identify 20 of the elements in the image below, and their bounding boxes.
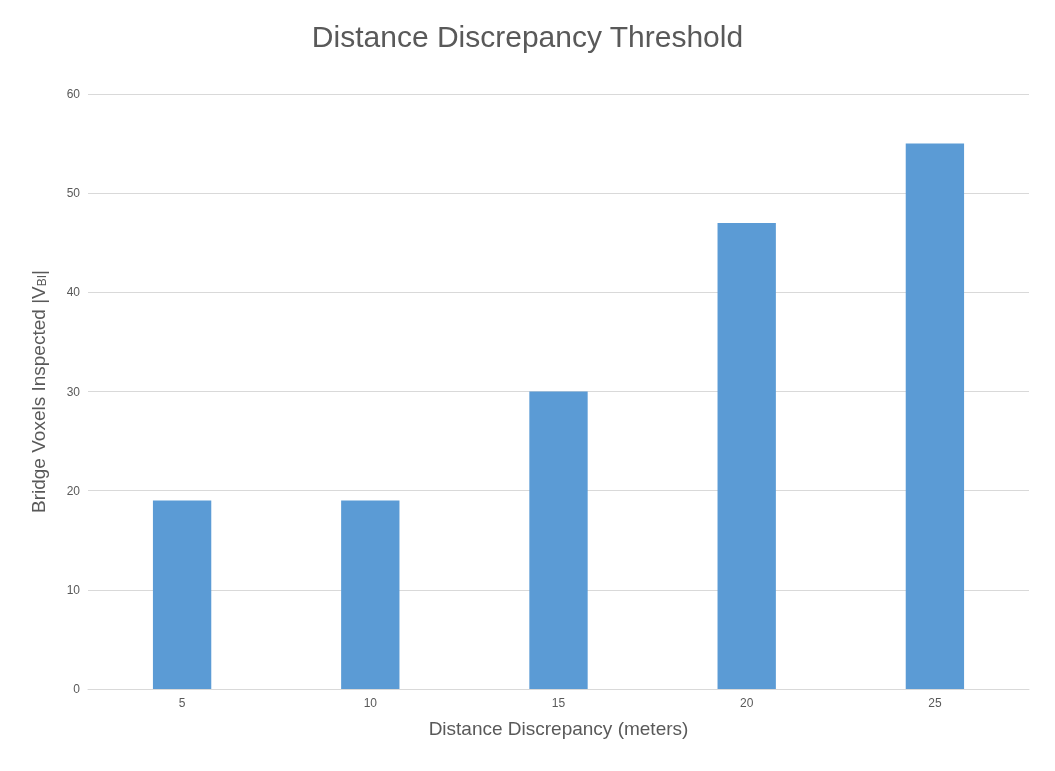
bar [152, 500, 212, 689]
y-tick-label: 20 [66, 483, 81, 498]
bar [717, 222, 776, 689]
y-tick-label: 0 [73, 682, 81, 696]
x-tick-label: 10 [363, 696, 378, 710]
y-tick-label: 10 [66, 582, 81, 597]
x-tick-label: 20 [740, 696, 754, 710]
y-tick-label: 60 [66, 87, 81, 101]
x-tick-label: 15 [551, 696, 566, 710]
x-tick-label: 5 [178, 696, 186, 710]
chart-title: Distance Discrepancy Threshold [311, 19, 744, 53]
bar [341, 500, 400, 689]
bar [905, 143, 965, 689]
x-tick-label: 25 [928, 696, 942, 710]
y-tick-label: 40 [66, 285, 81, 300]
y-tick-label: 50 [66, 186, 81, 201]
y-axis-title: Bridge Voxels Inspected |VBI| [27, 269, 49, 514]
x-axis-title: Distance Discrepancy (meters) [428, 718, 689, 739]
y-tick-label: 30 [66, 384, 81, 399]
bar [529, 391, 588, 689]
